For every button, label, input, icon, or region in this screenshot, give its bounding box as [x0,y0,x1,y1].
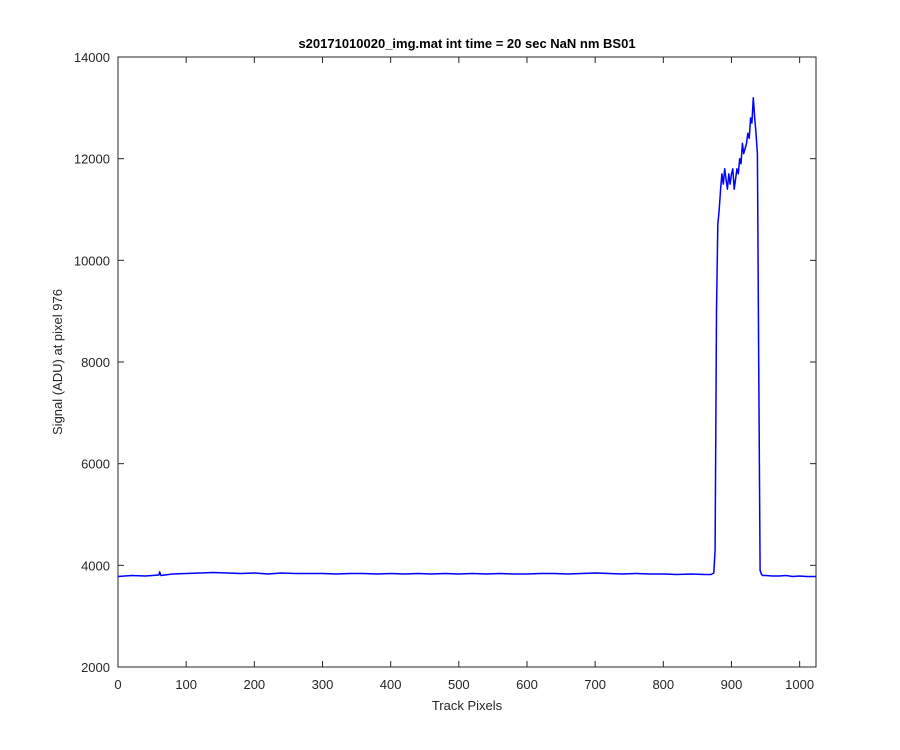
series-line [117,96,816,578]
x-tick-label: 400 [380,677,402,692]
x-tick-label: 700 [584,677,606,692]
x-axis-label: Track Pixels [432,698,503,713]
y-tick-label: 10000 [74,253,110,268]
y-axis-label: Signal (ADU) at pixel 976 [50,289,65,435]
ticks [117,56,816,668]
y-tick-label: 8000 [81,355,110,370]
plot-area [117,56,817,668]
x-tick-label: 100 [175,677,197,692]
y-tick-label: 2000 [81,660,110,675]
x-tick-label: 300 [312,677,334,692]
y-tick-label: 6000 [81,457,110,472]
x-tick-label: 900 [721,677,743,692]
tick-labels: 0 100 200 300 400 500 600 700 800 900 1000 2000 4000… [74,50,814,692]
x-tick-label: 600 [516,677,538,692]
chart-title: s20171010020_img.mat int time = 20 sec N… [298,36,635,51]
y-tick-label: 12000 [74,152,110,167]
x-tick-label: 800 [652,677,674,692]
y-tick-label: 14000 [74,50,110,65]
x-tick-label: 0 [114,677,121,692]
y-tick-label: 4000 [81,558,110,573]
x-tick-label: 1000 [785,677,814,692]
x-tick-label: 200 [243,677,265,692]
x-tick-label: 500 [448,677,470,692]
